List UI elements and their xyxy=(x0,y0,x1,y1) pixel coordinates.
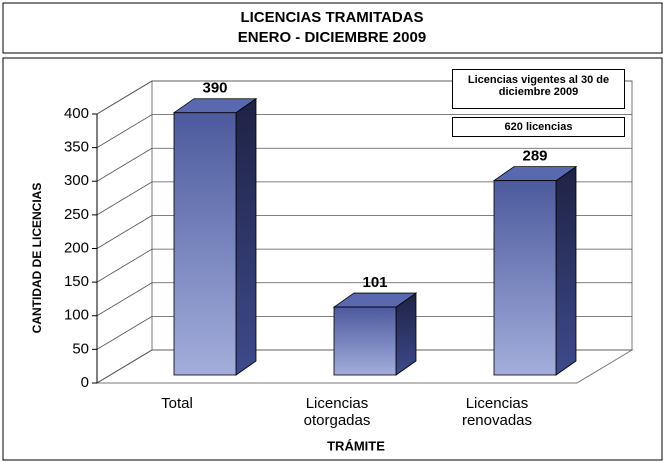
y-tick-label: 0 xyxy=(81,374,89,391)
chart-title: LICENCIAS TRAMITADAS xyxy=(240,9,423,26)
y-axis-label: CANTIDAD DE LICENCIAS xyxy=(30,183,44,334)
grid-line xyxy=(96,282,153,317)
y-tick-label: 400 xyxy=(64,105,89,122)
value-label: 289 xyxy=(522,148,547,165)
title-box xyxy=(2,2,663,54)
annotation: 620 licencias xyxy=(452,117,625,137)
grid-line xyxy=(96,80,153,115)
y-tick-label: 200 xyxy=(64,239,89,256)
y-tick-label: 250 xyxy=(64,206,89,223)
bar-side xyxy=(555,165,577,376)
y-tick-label: 100 xyxy=(64,307,89,324)
grid-line xyxy=(96,215,153,249)
x-tick-label: Total xyxy=(161,395,193,412)
grid-line xyxy=(96,349,153,384)
grid-line xyxy=(96,147,153,182)
grid-line xyxy=(96,114,153,148)
x-tick-label: Licencias otorgadas xyxy=(303,395,371,429)
x-axis-label: TRÁMITE xyxy=(327,438,385,453)
annotation: Licencias vigentes al 30 de diciembre 20… xyxy=(452,69,625,109)
y-tick-label: 300 xyxy=(64,172,89,189)
bar xyxy=(333,306,397,376)
bar xyxy=(493,180,557,376)
y-tick-label: 50 xyxy=(72,340,89,357)
grid-line xyxy=(96,181,153,216)
x-tick-label: Licencias renovadas xyxy=(461,395,533,429)
grid-line xyxy=(96,316,153,350)
bar xyxy=(173,112,237,376)
y-tick-label: 150 xyxy=(64,273,89,290)
value-label: 390 xyxy=(202,80,227,97)
grid-line xyxy=(96,248,153,283)
chart-subtitle: ENERO - DICIEMBRE 2009 xyxy=(238,29,426,46)
y-tick-label: 350 xyxy=(64,139,89,156)
value-label: 101 xyxy=(362,274,387,291)
bar-side xyxy=(235,97,257,376)
